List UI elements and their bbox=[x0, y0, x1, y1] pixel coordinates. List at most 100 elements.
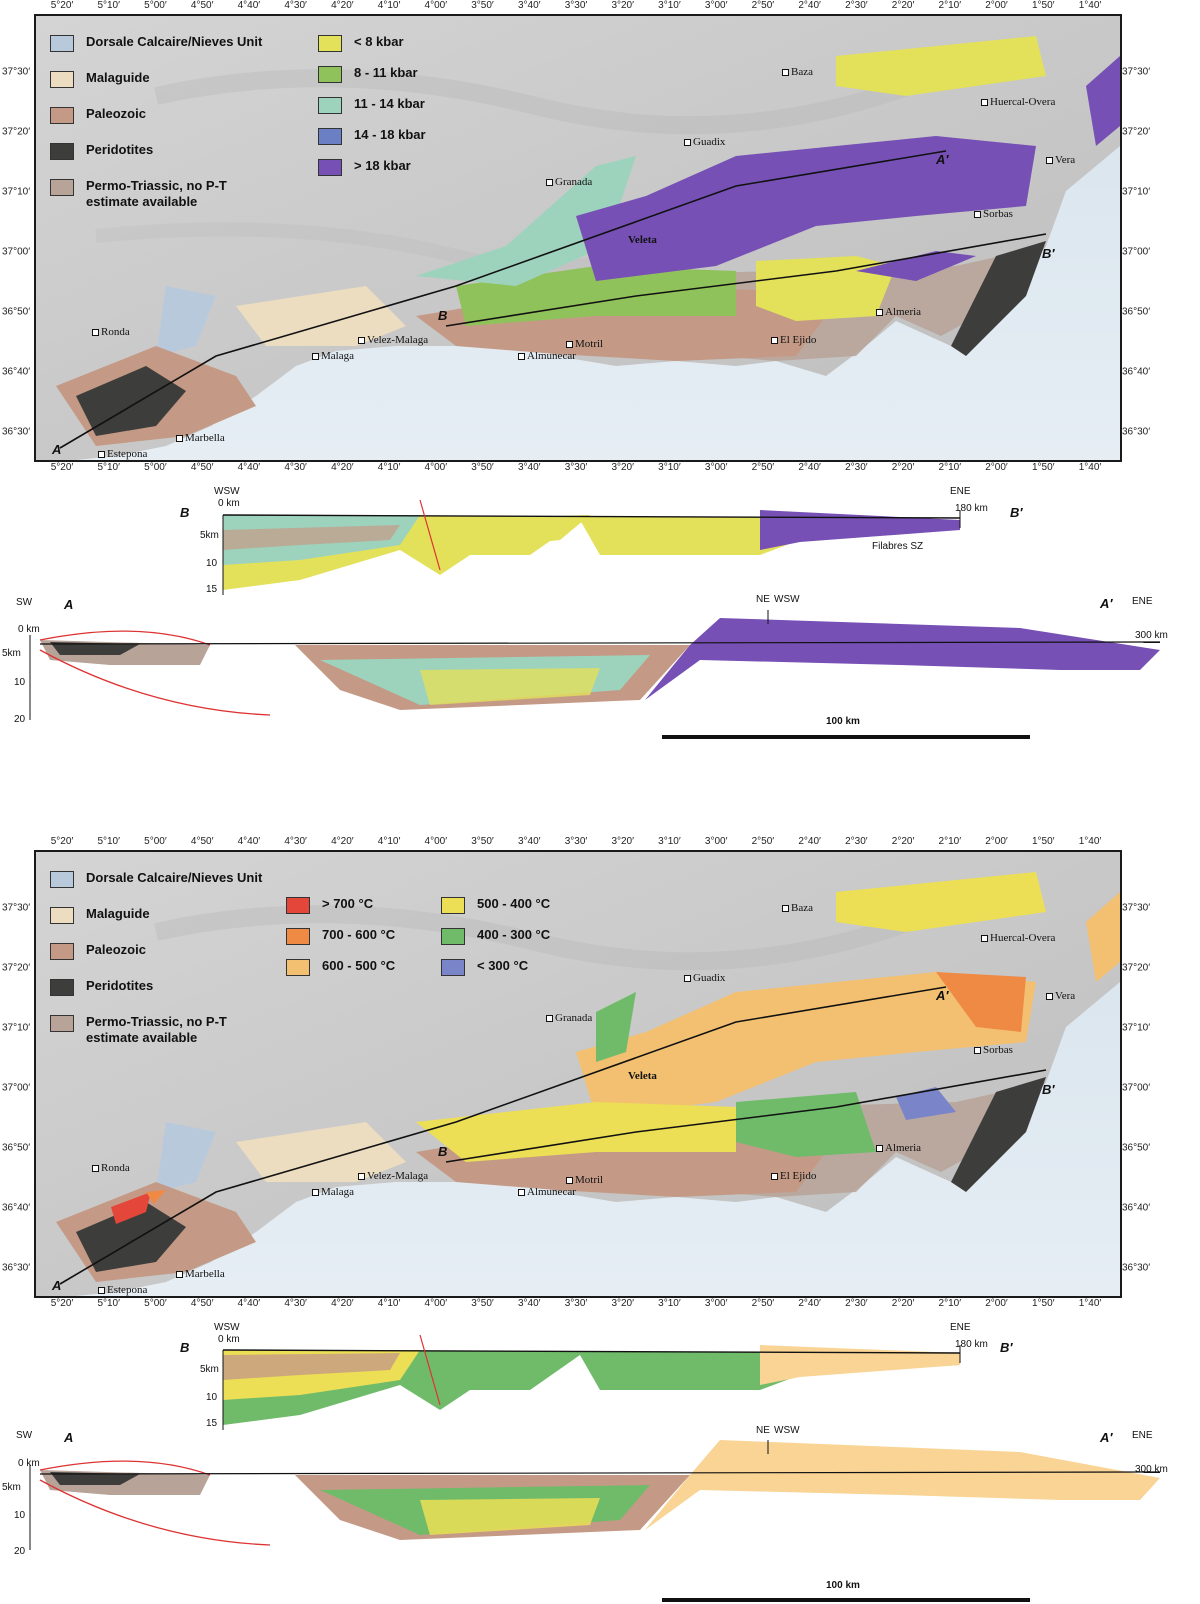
place-estepona: Estepona bbox=[98, 448, 147, 460]
sectB-top-180: 180 km bbox=[955, 503, 988, 514]
sectA-bot-ene: ENE bbox=[1132, 1430, 1153, 1441]
lon-label-top: 1°40′ bbox=[1078, 836, 1102, 847]
legend-label: < 8 kbar bbox=[354, 34, 404, 49]
sectB-top-wsw: WSW bbox=[214, 486, 240, 497]
lat-label-right: 37°30′ bbox=[1122, 66, 1151, 78]
map2-label-B: B bbox=[438, 1144, 448, 1159]
unit-malaguide bbox=[236, 286, 406, 346]
class-11-14 bbox=[416, 156, 636, 286]
lon-label-bottom: 2°30′ bbox=[845, 1298, 868, 1309]
place-almunecar-2: Almunecar bbox=[518, 1186, 576, 1198]
map-top-canvas bbox=[36, 16, 1120, 460]
sectA-bot-0km: 0 km bbox=[18, 1458, 40, 1469]
sectA-bot-A: A bbox=[64, 1430, 74, 1445]
scale-label-top: 100 km bbox=[826, 716, 860, 727]
lon-label-bottom: 2°00′ bbox=[985, 1298, 1008, 1309]
lon-label-bottom: 4°50′ bbox=[190, 1298, 214, 1309]
sectB-bot-Bprime: B′ bbox=[1000, 1340, 1013, 1355]
legend-swatch bbox=[50, 35, 74, 52]
legend-unit: Malaguide bbox=[50, 70, 310, 88]
lon-label-bottom: 3°10′ bbox=[658, 462, 681, 473]
lon-label-top: 2°10′ bbox=[938, 0, 962, 11]
map2-label-B-prime: B′ bbox=[1042, 1082, 1055, 1097]
lon-label-bottom: 4°30′ bbox=[284, 462, 307, 473]
legend-unit: Dorsale Calcaire/Nieves Unit bbox=[50, 870, 310, 888]
place-vera-2: Vera bbox=[1046, 990, 1075, 1002]
lon-label-bottom: 3°30′ bbox=[564, 462, 588, 473]
place-velez-2: Velez-Malaga bbox=[358, 1170, 428, 1182]
sectB-top-filabres: Filabres SZ bbox=[872, 541, 924, 552]
lon-label-bottom: 3°40′ bbox=[517, 462, 541, 473]
lon-label-top: 3°20′ bbox=[611, 836, 634, 847]
lon-label-top: 4°20′ bbox=[331, 836, 354, 847]
lon-label-top: 5°10′ bbox=[97, 0, 120, 11]
place-marbella-2: Marbella bbox=[176, 1268, 225, 1280]
sectB-top-15: 15 bbox=[206, 584, 218, 595]
legend-label: Paleozoic bbox=[86, 942, 146, 957]
lon-label-top: 4°10′ bbox=[377, 0, 401, 11]
lon-label-bottom: 1°50′ bbox=[1031, 1298, 1055, 1309]
sectB-top-B: B bbox=[180, 505, 190, 520]
place-baza-2: Baza bbox=[782, 902, 813, 914]
class-400-300-w bbox=[596, 992, 636, 1062]
sectA-top-ene: ENE bbox=[1132, 596, 1153, 607]
lon-label-bottom: 4°10′ bbox=[377, 462, 401, 473]
class-600-500 bbox=[576, 972, 1036, 1117]
legend-swatch bbox=[318, 97, 342, 114]
place-veleta-2: Veleta bbox=[628, 1070, 657, 1082]
lon-label-top: 4°30′ bbox=[284, 836, 307, 847]
place-malaga-2: Malaga bbox=[312, 1186, 354, 1198]
sectA-top-5km: 5km bbox=[2, 648, 21, 659]
lon-label-bottom: 2°10′ bbox=[938, 1298, 962, 1309]
place-malaga: Malaga bbox=[312, 350, 354, 362]
sectB-top-ene: ENE bbox=[950, 486, 971, 497]
legend-unit: Peridotites bbox=[50, 978, 310, 996]
legend-label: 14 - 18 kbar bbox=[354, 127, 426, 142]
lon-label-top: 4°00′ bbox=[424, 836, 448, 847]
lon-label-bottom: 4°10′ bbox=[377, 1298, 401, 1309]
place-motril: Motril bbox=[566, 338, 603, 350]
legend-swatch bbox=[50, 107, 74, 124]
legend-swatch bbox=[286, 959, 310, 976]
lat-label-left: 37°20′ bbox=[2, 962, 31, 974]
lat-label-left: 36°30′ bbox=[2, 426, 31, 438]
lat-label-left: 37°20′ bbox=[2, 126, 31, 138]
legend-label: Malaguide bbox=[86, 906, 150, 921]
legend-swatch bbox=[50, 71, 74, 88]
lon-label-bottom: 2°10′ bbox=[938, 462, 962, 473]
unit-peridotites-e bbox=[951, 241, 1046, 356]
lon-label-bottom: 2°40′ bbox=[798, 462, 821, 473]
sectA-bot-5km: 5km bbox=[2, 1482, 21, 1493]
place-ejido-2: El Ejido bbox=[771, 1170, 816, 1182]
legend-class: < 300 °C bbox=[441, 958, 528, 976]
legend-label: Dorsale Calcaire/Nieves Unit bbox=[86, 34, 263, 49]
sectA-top-A: A bbox=[64, 597, 74, 612]
legend-class: < 8 kbar bbox=[318, 34, 404, 52]
sectA-bot-wsw: WSW bbox=[774, 1425, 800, 1436]
lon-label-bottom: 5°10′ bbox=[97, 1298, 120, 1309]
legend-label: Paleozoic bbox=[86, 106, 146, 121]
sectA-bot-Aprime: A′ bbox=[1100, 1430, 1113, 1445]
lon-label-top: 2°30′ bbox=[845, 836, 868, 847]
legend-label: 600 - 500 °C bbox=[322, 958, 396, 973]
legend-label: 700 - 600 °C bbox=[322, 927, 396, 942]
class-gt18-e bbox=[856, 251, 976, 281]
lon-label-top: 4°50′ bbox=[190, 0, 214, 11]
legend-swatch bbox=[441, 897, 465, 914]
legend-label: 8 - 11 kbar bbox=[354, 65, 418, 80]
legend-label: Permo-Triassic, no P-T estimate availabl… bbox=[86, 178, 227, 209]
lon-label-top: 3°00′ bbox=[704, 836, 728, 847]
lon-label-top: 4°20′ bbox=[331, 0, 354, 11]
place-velez: Velez-Malaga bbox=[358, 334, 428, 346]
sectA-top-sw: SW bbox=[16, 597, 33, 608]
lon-label-bottom: 3°50′ bbox=[471, 462, 494, 473]
sectB-bot-15: 15 bbox=[206, 1418, 218, 1429]
lon-label-top: 2°00′ bbox=[985, 0, 1008, 11]
sectB-bot-10: 10 bbox=[206, 1392, 218, 1403]
legend-label: 400 - 300 °C bbox=[477, 927, 551, 942]
lon-label-bottom: 3°30′ bbox=[564, 1298, 588, 1309]
lon-label-top: 2°40′ bbox=[798, 0, 821, 11]
lon-label-bottom: 3°00′ bbox=[704, 462, 728, 473]
lon-label-top: 3°30′ bbox=[564, 836, 588, 847]
lon-label-top: 3°20′ bbox=[611, 0, 634, 11]
